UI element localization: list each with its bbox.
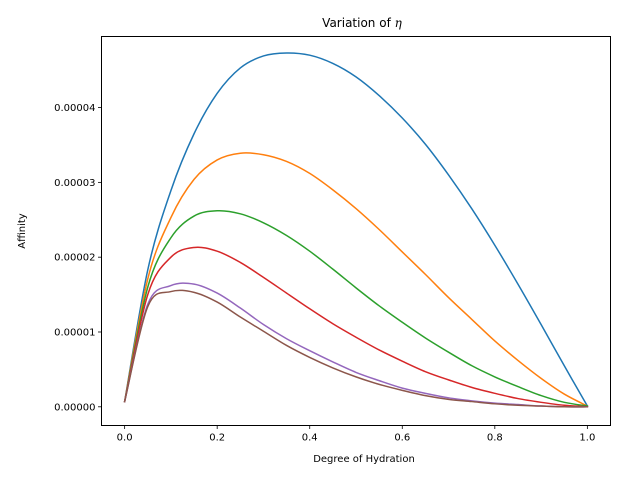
- x-tick-label: 0.4: [302, 433, 318, 444]
- axes-frame: [101, 36, 611, 426]
- chart-title-symbol: η: [395, 16, 403, 30]
- x-axis-label: Degree of Hydration: [313, 454, 415, 465]
- series-line-4: [123, 246, 589, 408]
- series-line-3: [123, 209, 589, 407]
- x-tick-label: 0.8: [487, 433, 503, 444]
- plot-area: [123, 52, 589, 408]
- series-line-2: [123, 152, 589, 408]
- y-tick-label: 0.00002: [54, 253, 95, 264]
- series-line-6: [123, 289, 589, 408]
- y-tick-label: 0.00003: [54, 178, 95, 189]
- x-tick-label: 0.2: [209, 433, 225, 444]
- chart-title-prefix: Variation of: [322, 16, 394, 30]
- y-tick-label: 0.00000: [54, 402, 95, 413]
- y-axis: 0.00000 0.00001 0.00002 0.00003 0.00004: [54, 103, 102, 413]
- chart-title: Variation of η: [322, 16, 402, 30]
- y-axis-label: Affinity: [17, 213, 28, 249]
- x-tick-label: 0.0: [117, 433, 133, 444]
- y-tick-label: 0.00004: [54, 103, 95, 114]
- y-tick-label: 0.00001: [54, 327, 95, 338]
- series-line-5: [123, 282, 589, 408]
- x-axis: 0.0 0.2 0.4 0.6 0.8 1.0: [117, 425, 595, 444]
- x-tick-label: 1.0: [579, 433, 595, 444]
- x-tick-label: 0.6: [394, 433, 410, 444]
- series-line-1: [123, 52, 589, 408]
